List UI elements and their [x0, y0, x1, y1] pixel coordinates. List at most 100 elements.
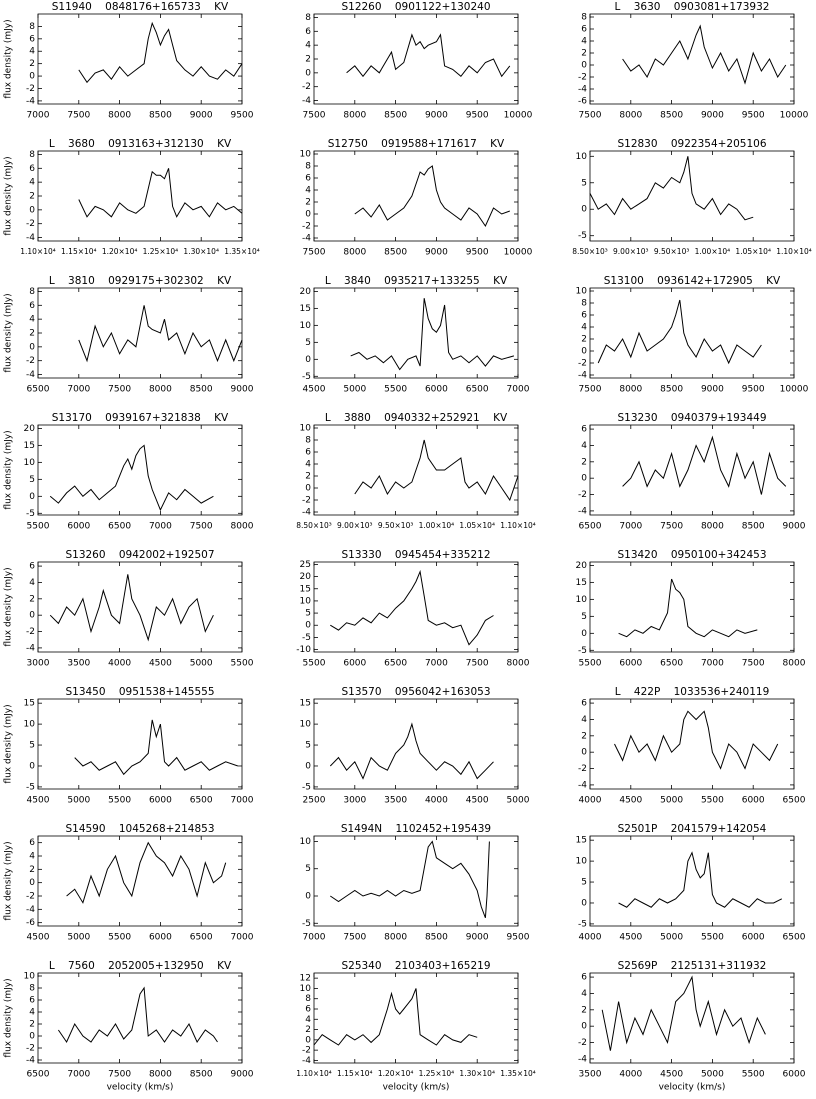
y-tick-label: -4 — [302, 234, 311, 244]
y-tick-label: 2 — [581, 731, 587, 741]
y-axis-label: flux density (mJy) — [4, 567, 14, 646]
y-tick-label: -5 — [578, 231, 587, 241]
y-tick-label: 0 — [305, 355, 311, 365]
x-tick-label: 9500 — [742, 111, 765, 121]
panel-title: S13330 0945454+335212 — [341, 549, 490, 561]
x-tick-label: 5500 — [579, 659, 602, 669]
x-tick-label: 9000 — [425, 111, 448, 121]
spectrum — [74, 719, 239, 776]
plot-frame — [313, 835, 519, 927]
x-tick-label: 5000 — [343, 385, 366, 395]
x-tick-label: 9000 — [701, 385, 724, 395]
y-tick-label: 10 — [24, 720, 36, 730]
y-tick-label: -2 — [26, 1044, 35, 1054]
y-tick-label: 10 — [300, 150, 312, 160]
x-tick-label: 7500 — [303, 248, 326, 258]
x-tick-label: 1.35×10⁴ — [224, 247, 260, 256]
y-tick-label: 0 — [29, 878, 35, 888]
plot-frame — [37, 561, 243, 653]
x-axis-label: velocity (km/s) — [107, 1083, 174, 1093]
y-tick-label: 0 — [305, 761, 311, 771]
x-tick-label: 5500 — [108, 933, 131, 943]
x-tick-label: 7500 — [660, 522, 683, 532]
x-tick-label: 7000 — [67, 385, 90, 395]
x-tick-label: 6500 — [660, 659, 683, 669]
panel-title: S1494N 1102452+195439 — [341, 823, 491, 835]
spectrum — [49, 574, 214, 642]
x-tick-label: 3500 — [384, 796, 407, 806]
x-tick-label: 6500 — [108, 522, 131, 532]
y-tick-label: 0 — [305, 210, 311, 220]
x-tick-label: 6500 — [466, 385, 489, 395]
plot-frame — [37, 972, 243, 1064]
x-tick-label: 7000 — [231, 933, 254, 943]
y-tick-label: 6 — [29, 838, 35, 848]
y-tick-label: 2 — [305, 198, 311, 208]
y-tick-label: 20 — [300, 572, 312, 582]
x-tick-label: 7000 — [67, 1070, 90, 1080]
x-tick-label: 6500 — [783, 933, 806, 943]
panel-title: L 3880 0940332+252921 KV — [325, 412, 508, 424]
y-tick-label: 25 — [300, 560, 311, 570]
x-tick-label: 7500 — [190, 522, 213, 532]
x-tick-label: 1.25×10⁴ — [143, 247, 179, 256]
spectrum — [618, 851, 783, 908]
y-tick-label: 6 — [581, 311, 587, 321]
y-tick-label: -5 — [302, 919, 311, 929]
y-tick-label: 15 — [576, 836, 587, 846]
x-tick-label: 1.15×10⁴ — [61, 247, 97, 256]
y-tick-label: -5 — [302, 782, 311, 792]
y-tick-label: 6 — [29, 34, 35, 44]
y-tick-label: 6 — [29, 562, 35, 572]
y-tick-label: 0 — [581, 629, 587, 639]
y-tick-label: 4 — [305, 1015, 311, 1025]
x-tick-label: 9000 — [190, 111, 213, 121]
y-tick-label: 0 — [305, 892, 311, 902]
plot-frame — [589, 287, 795, 379]
y-tick-label: 10 — [24, 458, 36, 468]
y-tick-label: 4 — [581, 323, 587, 333]
x-tick-label: 6000 — [619, 659, 642, 669]
x-tick-label: 8000 — [619, 385, 642, 395]
x-tick-label: 1.10×10⁴ — [776, 247, 812, 256]
x-tick-label: 6000 — [742, 933, 765, 943]
y-tick-label: 2 — [305, 55, 311, 65]
x-tick-label: 9000 — [425, 248, 448, 258]
panel-title: S13230 0940379+193449 — [617, 412, 766, 424]
y-tick-label: 2 — [29, 59, 35, 69]
plot-frame — [313, 972, 519, 1064]
x-tick-label: 4000 — [108, 659, 131, 669]
x-tick-label: 5000 — [67, 796, 90, 806]
x-tick-label: 5500 — [701, 933, 724, 943]
panel-title: S12830 0922354+205106 — [617, 138, 766, 150]
y-tick-label: -2 — [26, 219, 35, 229]
x-tick-label: 1.20×10⁴ — [378, 1069, 414, 1078]
y-tick-label: 5 — [305, 338, 311, 348]
x-tick-label: 3000 — [343, 796, 366, 806]
x-tick-label: 8000 — [149, 385, 172, 395]
y-tick-label: -4 — [26, 233, 35, 243]
spectrum — [622, 24, 787, 85]
panel-title: S13260 0942002+192507 — [65, 549, 214, 561]
y-tick-label: -2 — [578, 490, 587, 500]
panel-title: S2501P 2041579+142054 — [618, 823, 767, 835]
x-tick-label: 8000 — [108, 111, 131, 121]
x-tick-label: 3500 — [579, 1070, 602, 1080]
spectrum — [57, 986, 218, 1044]
panel-title: S13170 0939167+321838 KV — [52, 412, 229, 424]
y-tick-label: -2 — [302, 222, 311, 232]
y-tick-label: 4 — [581, 715, 587, 725]
y-tick-label: 0 — [29, 342, 35, 352]
x-tick-label: 5000 — [190, 659, 213, 669]
x-tick-label: 6500 — [783, 796, 806, 806]
x-tick-label: 1.35×10⁴ — [500, 1069, 536, 1078]
spectrum — [601, 975, 766, 1051]
spectrum — [330, 840, 490, 918]
spectrum — [329, 722, 494, 780]
y-tick-label: 6 — [305, 448, 311, 458]
y-tick-label: -4 — [302, 508, 311, 518]
panel-title: S13420 0950100+342453 — [617, 549, 766, 561]
y-tick-label: 10 — [300, 720, 312, 730]
y-tick-label: 10 — [24, 972, 36, 982]
